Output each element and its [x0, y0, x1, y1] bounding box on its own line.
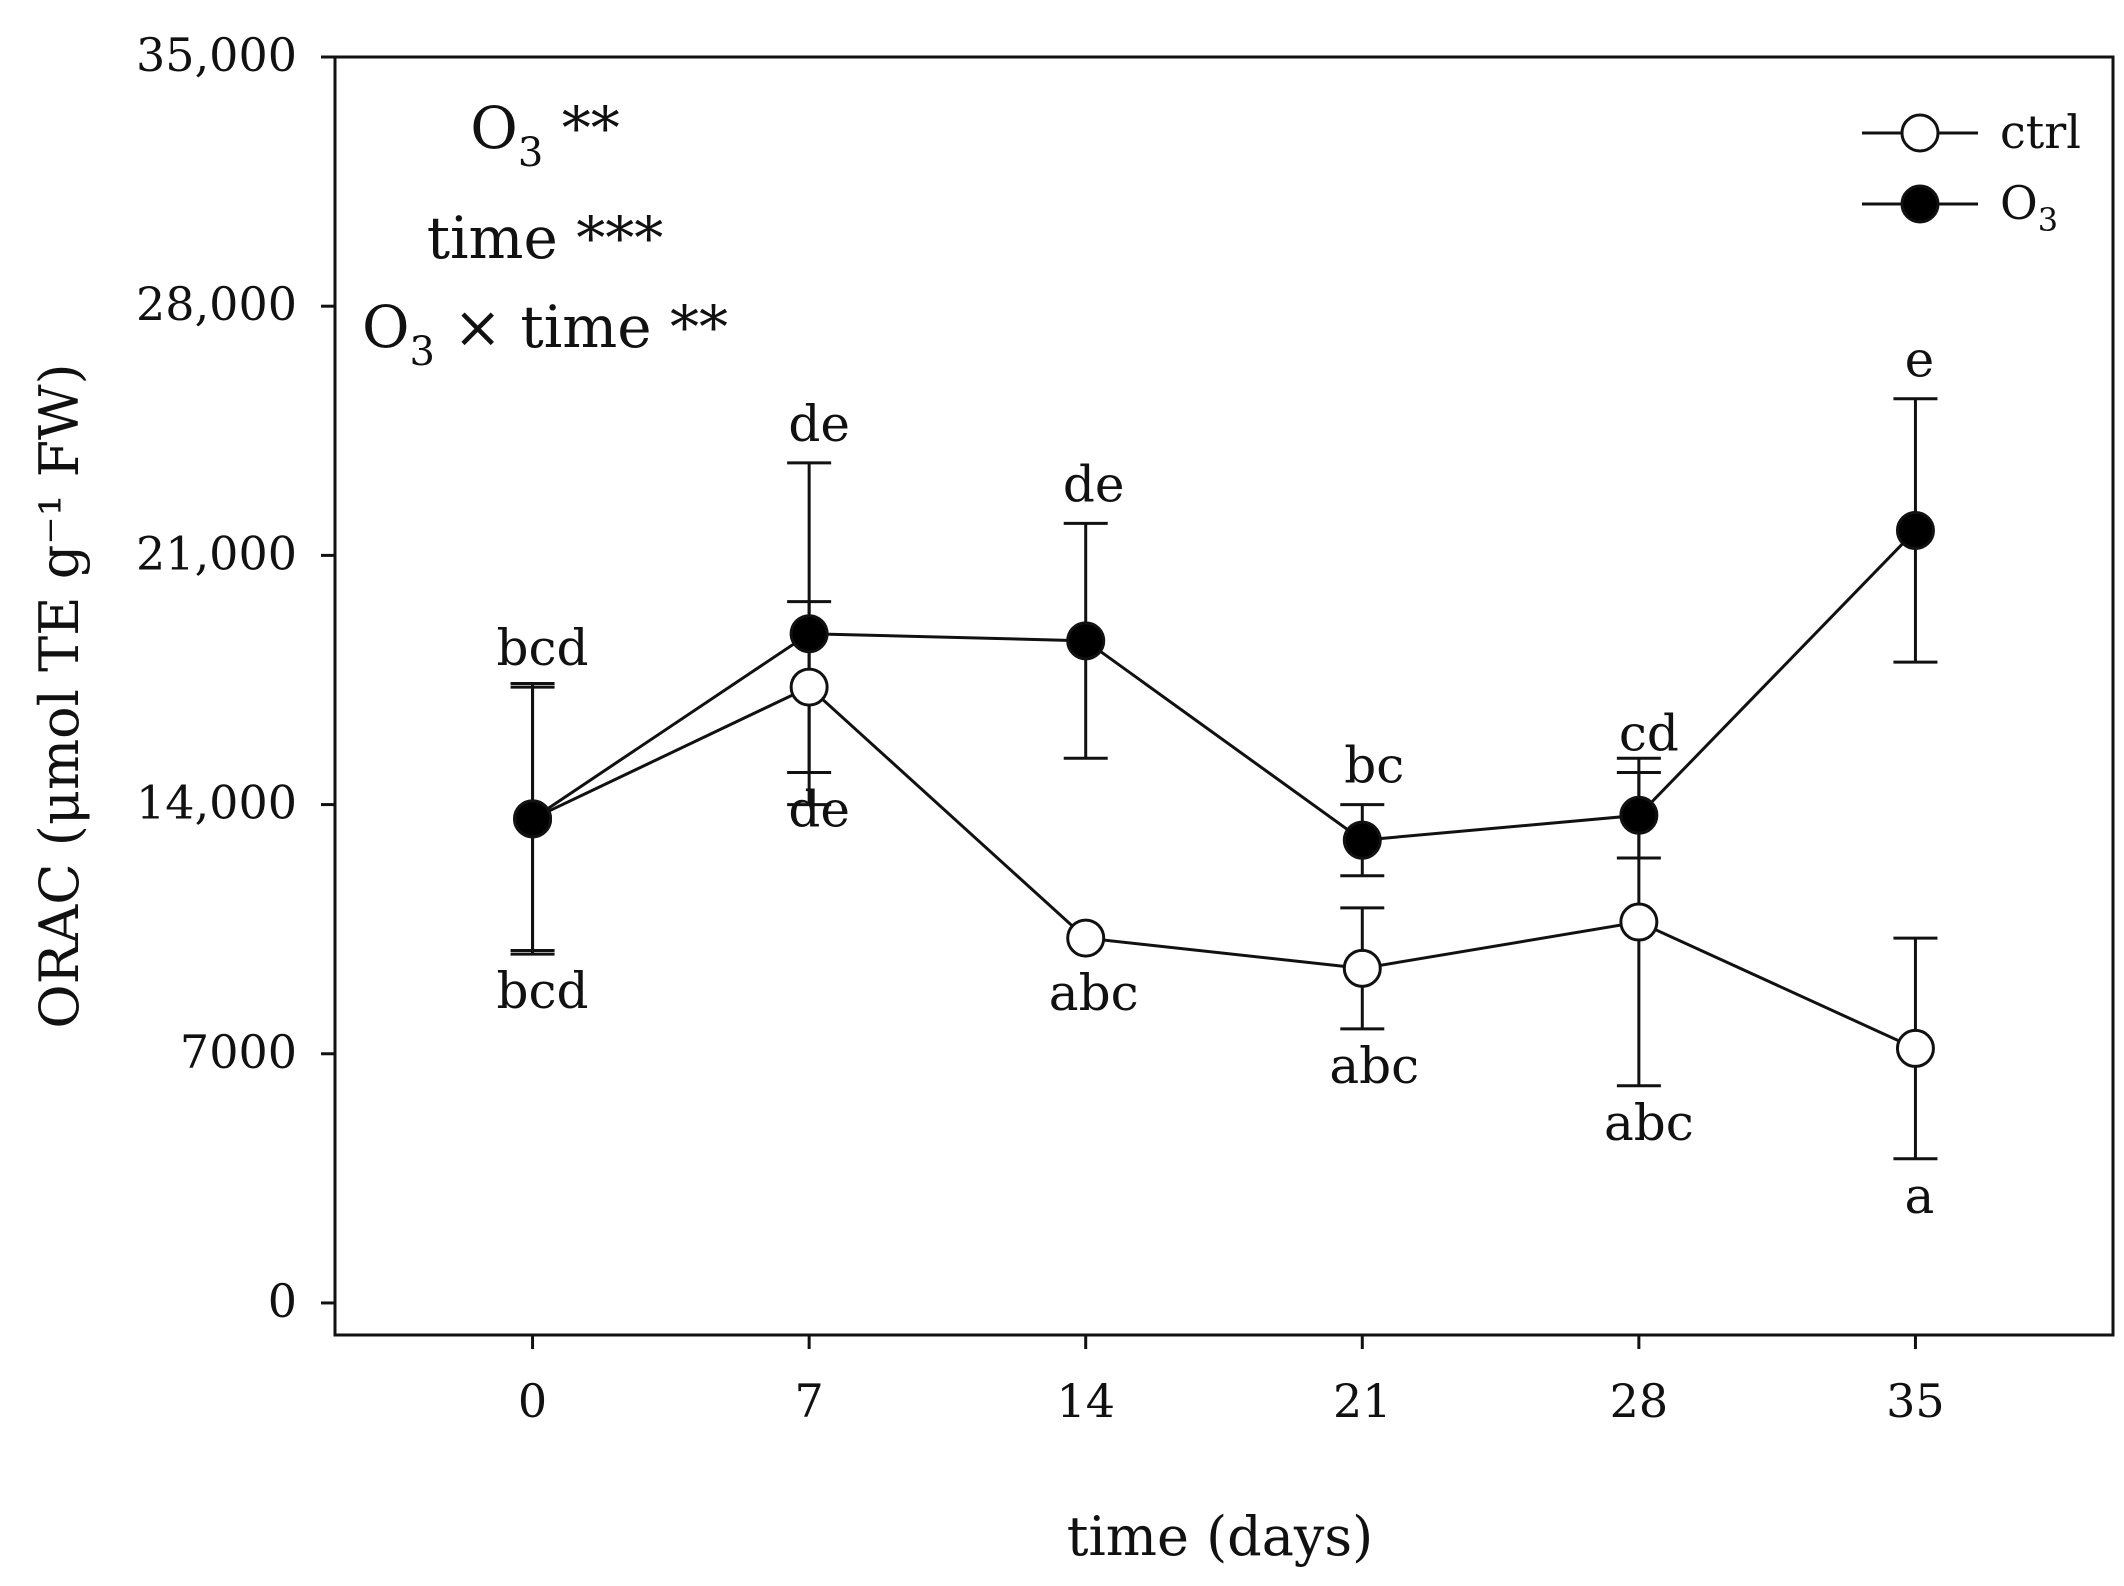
- o3-letter: cd: [1619, 705, 1679, 763]
- series-line: [531, 529, 1917, 842]
- o3-point: [1619, 795, 1659, 835]
- o3-point: [513, 799, 553, 839]
- legend: ctrl O3: [1862, 105, 2081, 239]
- legend-item-o3: O3: [1862, 176, 2058, 239]
- o3-point: [789, 614, 829, 654]
- o3-letter: e: [1905, 331, 1935, 389]
- legend-marker: [1900, 113, 1940, 153]
- series-line: [531, 685, 1917, 1050]
- y-axis-ticks: 0 7000 14,000 21,000 28,000 35,000: [136, 28, 335, 1328]
- significance-letters: bcd bcd de de de abc bc abc cd abc e a: [497, 331, 1935, 1225]
- stats-annotation: O3 × time **: [362, 293, 728, 375]
- o3-letter: de: [788, 395, 850, 453]
- x-tick-label: 35: [1886, 1374, 1945, 1428]
- ctrl-point: [1895, 1028, 1935, 1068]
- legend-item-ctrl: ctrl: [1862, 105, 2081, 159]
- o3-point: [1066, 621, 1106, 661]
- y-tick-label: 35,000: [136, 28, 297, 82]
- y-tick-label: 0: [268, 1274, 297, 1328]
- y-tick-label: 14,000: [136, 776, 297, 830]
- legend-marker: [1900, 184, 1940, 224]
- legend-label: ctrl: [2000, 105, 2081, 159]
- significance-annotations: O3 ** time *** O3 × time **: [362, 94, 728, 375]
- markers-o3: [513, 510, 1935, 860]
- markers-ctrl: [513, 667, 1935, 1068]
- legend-label: O3: [2000, 176, 2058, 239]
- o3-point: [1895, 510, 1935, 550]
- x-tick-label: 14: [1056, 1374, 1115, 1428]
- ctrl-letter: abc: [1329, 1037, 1419, 1095]
- ctrl-point: [1342, 948, 1382, 988]
- x-tick-label: 28: [1610, 1374, 1669, 1428]
- x-tick-label: 0: [518, 1374, 547, 1428]
- o3-letter: de: [1063, 455, 1125, 513]
- x-axis-title: time (days): [1067, 1505, 1373, 1568]
- x-tick-label: 7: [794, 1374, 823, 1428]
- stats-annotation: O3 **: [470, 94, 619, 176]
- plot-frame: [333, 55, 2115, 1337]
- series-o3: [510, 397, 1938, 953]
- series-ctrl: [510, 600, 1938, 1161]
- ctrl-point: [1066, 918, 1106, 958]
- ctrl-letter: abc: [1049, 964, 1139, 1022]
- x-tick-label: 21: [1333, 1374, 1392, 1428]
- y-tick-label: 21,000: [136, 526, 297, 580]
- o3-letter: bcd: [497, 619, 589, 677]
- data-series: [510, 397, 1938, 1161]
- ctrl-point: [789, 667, 829, 707]
- y-tick-label: 7000: [180, 1025, 297, 1079]
- stats-annotation: time ***: [427, 204, 664, 272]
- ctrl-letter: bcd: [497, 962, 589, 1020]
- ctrl-point: [1619, 902, 1659, 942]
- ctrl-letter: abc: [1604, 1094, 1694, 1152]
- y-tick-label: 28,000: [136, 277, 297, 331]
- o3-letter: bc: [1344, 737, 1404, 795]
- ctrl-letter: a: [1905, 1167, 1935, 1225]
- x-axis-ticks: 0 7 14 21 28 35: [518, 1335, 1945, 1428]
- y-axis-title: ORAC (μmol TE g⁻¹ FW): [28, 363, 91, 1028]
- ctrl-letter: de: [788, 781, 850, 839]
- o3-point: [1342, 820, 1382, 860]
